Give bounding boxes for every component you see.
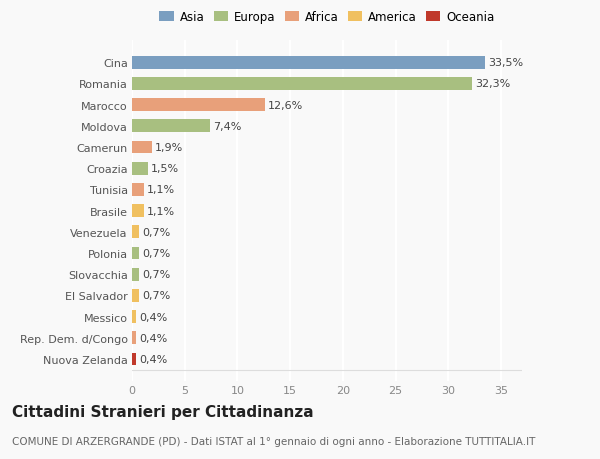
- Text: 32,3%: 32,3%: [476, 79, 511, 89]
- Bar: [132, 162, 148, 175]
- Text: 0,7%: 0,7%: [143, 291, 171, 301]
- Bar: [132, 184, 143, 196]
- Bar: [132, 99, 265, 112]
- Text: 1,5%: 1,5%: [151, 164, 179, 174]
- Text: 0,4%: 0,4%: [139, 354, 167, 364]
- Text: COMUNE DI ARZERGRANDE (PD) - Dati ISTAT al 1° gennaio di ogni anno - Elaborazion: COMUNE DI ARZERGRANDE (PD) - Dati ISTAT …: [12, 436, 535, 446]
- Bar: [132, 141, 152, 154]
- Text: 0,4%: 0,4%: [139, 312, 167, 322]
- Text: 0,7%: 0,7%: [143, 269, 171, 280]
- Bar: [132, 226, 139, 239]
- Bar: [132, 311, 136, 323]
- Text: 12,6%: 12,6%: [268, 101, 303, 110]
- Bar: [132, 353, 136, 365]
- Bar: [132, 268, 139, 281]
- Bar: [132, 120, 210, 133]
- Bar: [132, 247, 139, 260]
- Text: 0,7%: 0,7%: [143, 227, 171, 237]
- Text: 1,9%: 1,9%: [155, 143, 184, 153]
- Text: 0,4%: 0,4%: [139, 333, 167, 343]
- Text: 1,1%: 1,1%: [147, 185, 175, 195]
- Text: Cittadini Stranieri per Cittadinanza: Cittadini Stranieri per Cittadinanza: [12, 404, 314, 419]
- Legend: Asia, Europa, Africa, America, Oceania: Asia, Europa, Africa, America, Oceania: [155, 6, 499, 28]
- Text: 0,7%: 0,7%: [143, 248, 171, 258]
- Bar: [132, 57, 485, 69]
- Bar: [132, 332, 136, 344]
- Bar: [132, 205, 143, 218]
- Text: 1,1%: 1,1%: [147, 206, 175, 216]
- Bar: [132, 289, 139, 302]
- Text: 7,4%: 7,4%: [213, 122, 242, 132]
- Bar: [132, 78, 472, 90]
- Text: 33,5%: 33,5%: [488, 58, 523, 68]
